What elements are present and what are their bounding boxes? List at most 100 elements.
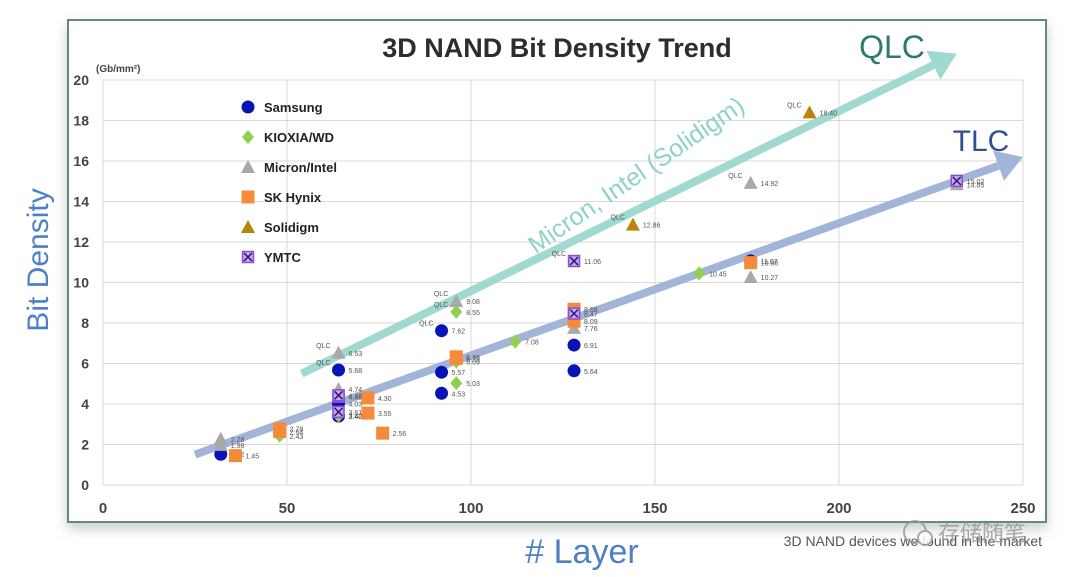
value-label: 1.98: [231, 443, 245, 450]
y-tick-label: 8: [81, 315, 89, 331]
value-label: 8.47: [584, 311, 598, 318]
point-kioxia-wd: [450, 376, 463, 391]
value-label: 4.30: [378, 396, 392, 403]
y-tick-label: 12: [73, 234, 89, 250]
x-tick-label: 50: [279, 500, 296, 517]
qlc-tag: QLC: [316, 360, 330, 367]
y-tick-label: 18: [73, 113, 89, 129]
legend-label: Samsung: [264, 100, 323, 115]
data-labels: 1.523.404.035.68QLC4.535.577.62QLC5.646.…: [231, 102, 985, 460]
y-tick-label: 2: [81, 437, 89, 453]
trend-arrow-tlc: [193, 161, 1000, 459]
value-label: 10.45: [709, 271, 727, 278]
point-micron-intel: [449, 294, 464, 308]
chart-frame-border: [67, 19, 1047, 523]
value-label: 2.64: [290, 430, 304, 437]
marker-cross: [333, 390, 344, 400]
y-tick-label: 20: [73, 72, 89, 88]
x-axis-title: # Layer: [525, 533, 638, 571]
point-micron-intel: [743, 270, 758, 284]
value-label: 5.64: [584, 369, 598, 376]
point-sk-hynix: [361, 391, 375, 405]
legend-item-sk-hynix: SK Hynix: [241, 190, 322, 205]
value-label: 12.86: [643, 223, 661, 230]
legend-marker: [241, 160, 255, 173]
value-label: 4.74: [349, 387, 363, 394]
point-samsung: [567, 338, 581, 352]
value-label: 6.09: [466, 360, 480, 367]
legend-item-solidigm: Solidigm: [241, 220, 319, 235]
point-kioxia-wd: [450, 304, 463, 319]
value-label: 4.36: [349, 395, 363, 402]
legend-item-samsung: Samsung: [241, 100, 323, 115]
legend-marker: [242, 130, 254, 144]
value-label: 5.57: [452, 370, 466, 377]
value-label: 8.68: [584, 307, 598, 314]
point-ymtc: [567, 254, 581, 268]
qlc-tag: QLC: [787, 102, 801, 109]
tlc-trend-label: TLC: [953, 125, 1010, 158]
value-label: 4.43: [349, 393, 363, 400]
axes: 0 50 100 150 200 250 0 2 4 6 8 10 12 14 16 18 20: [73, 72, 1035, 517]
value-label: 3.61: [349, 410, 363, 417]
legend-marker: [241, 220, 255, 233]
qlc-tag: QLC: [316, 343, 330, 350]
value-label: 11.07: [761, 259, 778, 266]
value-label: 2.28: [231, 437, 245, 444]
x-tick-label: 150: [642, 500, 667, 517]
watermark: 存储随笔: [903, 520, 1026, 546]
watermark-text: 存储随笔: [938, 521, 1026, 546]
y-tick-label: 6: [81, 356, 89, 372]
marker-cross: [569, 308, 579, 319]
value-label: 11.06: [584, 259, 601, 266]
value-label: 6.25: [466, 356, 480, 363]
value-label: 4.53: [452, 391, 466, 398]
point-sk-hynix: [228, 449, 242, 463]
point-samsung: [435, 324, 449, 338]
legend-item-micron-intel: Micron/Intel: [241, 160, 337, 175]
value-label: 14.85: [967, 182, 985, 189]
x-tick-label: 250: [1010, 500, 1035, 517]
series-solidigm: [625, 105, 817, 231]
qlc-tag: QLC: [434, 291, 448, 298]
point-ymtc: [332, 389, 345, 402]
value-label: 6.33: [466, 355, 480, 362]
data-points: [213, 105, 964, 463]
value-label: 8.55: [466, 310, 480, 317]
trend-arrowhead-qlc: [926, 50, 957, 80]
point-samsung: [332, 363, 346, 377]
value-label: 6.91: [584, 343, 598, 350]
legend-label: SK Hynix: [264, 190, 322, 205]
x-tick-label: 200: [826, 500, 851, 517]
qlc-tag: QLC: [434, 302, 448, 309]
chart-title: 3D NAND Bit Density Trend: [382, 33, 732, 63]
legend-marker: [241, 100, 255, 114]
value-label: 2.43: [290, 434, 304, 441]
x-tick-label: 100: [458, 500, 483, 517]
legend-marker: [241, 250, 255, 264]
legend-label: Micron/Intel: [264, 160, 337, 175]
grid-lines: [102, 79, 1024, 486]
y-tick-label: 10: [73, 275, 89, 291]
legend-marker: [241, 190, 255, 204]
point-ymtc: [950, 174, 964, 188]
wechat-icon-bubble: [917, 530, 933, 546]
point-sk-hynix: [361, 406, 375, 420]
legend-item-ymtc: YMTC: [241, 250, 301, 265]
qlc-tag: QLC: [552, 251, 566, 258]
point-samsung: [214, 447, 228, 461]
legend-item-kioxia-wd: KIOXIA/WD: [242, 130, 334, 145]
point-samsung: [567, 364, 581, 378]
value-label: 18.40: [820, 110, 838, 117]
y-tick-label: 16: [73, 153, 89, 169]
qlc-tag: QLC: [728, 173, 742, 180]
point-sk-hynix: [376, 426, 390, 440]
value-label: 8.09: [584, 319, 598, 326]
point-kioxia-wd: [509, 334, 522, 349]
value-label: 1.45: [245, 454, 259, 461]
caption: 3D NAND devices we found in the market: [784, 533, 1042, 549]
trend-arrowhead-tlc: [993, 150, 1023, 181]
series-ymtc: [332, 174, 964, 419]
value-label: 7.62: [452, 329, 466, 336]
